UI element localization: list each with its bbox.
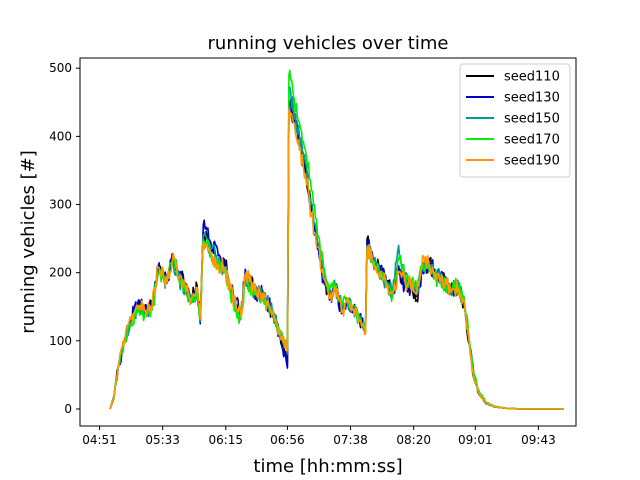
- x-tick-label: 05:33: [145, 433, 180, 447]
- plot-area: [79, 57, 577, 427]
- legend-label-seed110: seed110: [504, 70, 560, 85]
- legend-label-seed150: seed150: [504, 112, 560, 127]
- y-axis: 0 100 200 300 400 500: [49, 61, 80, 416]
- y-tick-label: 0: [64, 402, 72, 416]
- legend: seed110 seed130 seed150 seed170 seed190: [459, 63, 571, 178]
- x-tick-label: 07:38: [333, 433, 368, 447]
- y-tick-label: 500: [49, 61, 72, 75]
- legend-label-seed130: seed130: [504, 91, 560, 106]
- legend-label-seed170: seed170: [504, 133, 560, 148]
- x-tick-label: 08:20: [396, 433, 431, 447]
- legend-label-seed190: seed190: [504, 154, 560, 169]
- x-tick-label: 09:43: [521, 433, 556, 447]
- x-tick-label: 06:15: [208, 433, 243, 447]
- y-tick-label: 200: [49, 266, 72, 280]
- x-tick-label: 04:51: [82, 433, 117, 447]
- axes-frame: [79, 57, 577, 427]
- y-tick-label: 300: [49, 198, 72, 212]
- y-axis-label: running vehicles [#]: [18, 150, 39, 334]
- x-tick-label: 06:56: [270, 433, 305, 447]
- y-tick-label: 400: [49, 129, 72, 143]
- x-tick-label: 09:01: [458, 433, 493, 447]
- legend-box: [459, 63, 571, 178]
- chart-title: running vehicles over time: [208, 33, 449, 54]
- x-axis-label: time [hh:mm:ss]: [253, 456, 402, 477]
- series-line-seed190: [109, 108, 564, 410]
- x-axis: 04:51 05:33 06:15 06:56 07:38 08:20 09:01 09:43: [82, 426, 556, 447]
- y-tick-label: 100: [49, 334, 72, 348]
